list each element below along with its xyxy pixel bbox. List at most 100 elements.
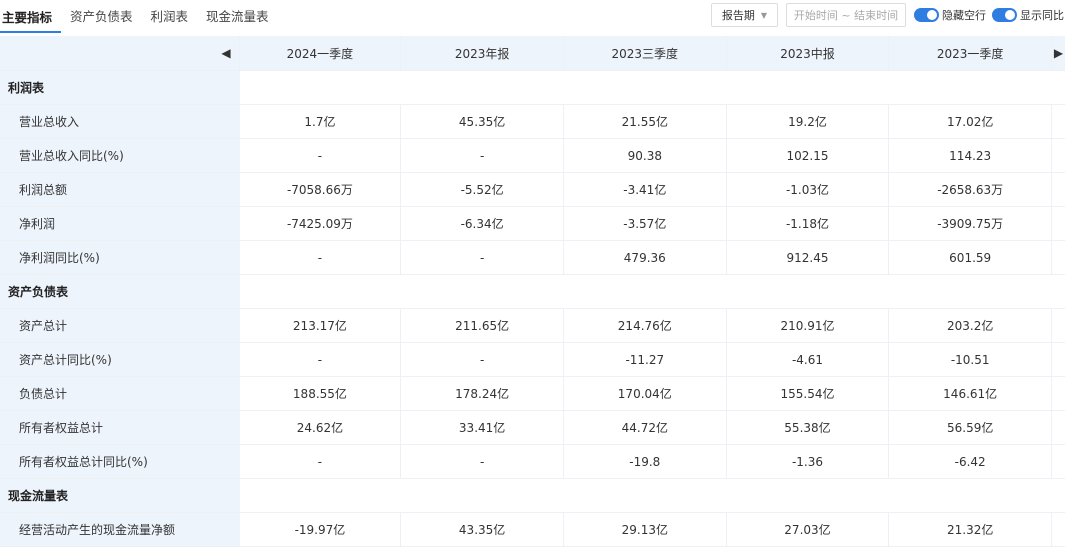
table-cell: 213.17亿 bbox=[240, 309, 402, 342]
period-dropdown-label: 报告期 bbox=[721, 9, 755, 22]
section-row: 资产负债表 bbox=[0, 275, 1065, 309]
table-cell: - bbox=[240, 139, 402, 172]
table-cell bbox=[240, 71, 402, 104]
row-label: 营业总收入 bbox=[0, 105, 240, 138]
show-yoy-label: 显示同比 bbox=[1020, 9, 1064, 22]
table-cell: 21.32亿 bbox=[889, 513, 1053, 546]
table-cell: 211.65亿 bbox=[401, 309, 564, 342]
table-cell: 21.55亿 bbox=[564, 105, 727, 138]
table-cell: 90.38 bbox=[564, 139, 727, 172]
table-header-row: ◀ 2024一季度 2023年报 2023三季度 2023中报 2023一季度 … bbox=[0, 36, 1065, 71]
table-cell: 1.7亿 bbox=[240, 105, 402, 138]
row-label: 所有者权益总计同比(%) bbox=[0, 445, 240, 478]
table-cell bbox=[401, 479, 564, 512]
table-cell-spacer bbox=[1052, 343, 1065, 376]
table-row: 营业总收入同比(%) - -90.38 102.15 114.23 bbox=[0, 139, 1065, 173]
table-cell: - bbox=[401, 241, 564, 274]
table-row: 利润总额 -7058.66万 -5.52亿 -3.41亿 -1.03亿 -2658.63万 bbox=[0, 173, 1065, 207]
period-dropdown[interactable]: 报告期 ▼ bbox=[710, 3, 778, 27]
tab-cash-flow[interactable]: 现金流量表 bbox=[206, 9, 269, 24]
table-cell: -5.52亿 bbox=[401, 173, 564, 206]
row-label: 净利润 bbox=[0, 207, 240, 240]
column-header: 2024一季度 bbox=[239, 36, 402, 70]
table-cell bbox=[564, 275, 727, 308]
table-cell: 912.45 bbox=[727, 241, 890, 274]
hide-empty-toggle[interactable]: 隐藏空行 bbox=[914, 7, 986, 23]
column-header: 2023三季度 bbox=[563, 36, 727, 70]
table-cell bbox=[889, 71, 1052, 104]
show-yoy-toggle[interactable]: 显示同比 bbox=[992, 7, 1064, 23]
table-cell: 56.59亿 bbox=[889, 411, 1053, 444]
table-cell: -10.51 bbox=[889, 343, 1053, 376]
table-cell-spacer bbox=[1052, 275, 1065, 308]
table-cell-spacer bbox=[1052, 173, 1065, 206]
caret-left-icon[interactable]: ◀ bbox=[0, 36, 240, 70]
caret-right-icon[interactable]: ▶ bbox=[1052, 36, 1065, 70]
tab-balance-sheet[interactable]: 资产负债表 bbox=[70, 9, 133, 24]
table-cell: - bbox=[401, 343, 564, 376]
table-cell-spacer bbox=[1052, 207, 1065, 240]
table-cell: -19.8 bbox=[564, 445, 727, 478]
table-row: 资产总计 213.17亿 211.65亿 214.76亿 210.91亿 203.2亿 bbox=[0, 309, 1065, 343]
table-cell: 601.59 bbox=[889, 241, 1053, 274]
table-row: 营业总收入 1.7亿 45.35亿 21.55亿 19.2亿 17.02亿 bbox=[0, 105, 1065, 139]
table-cell bbox=[564, 479, 727, 512]
tab-key-indicators[interactable]: 主要指标 bbox=[0, 1, 62, 33]
section-title: 利润表 bbox=[0, 71, 240, 104]
table-cell bbox=[889, 479, 1052, 512]
column-header: 2023中报 bbox=[726, 36, 890, 70]
table-cell: -7058.66万 bbox=[240, 173, 402, 206]
table-cell: 29.13亿 bbox=[564, 513, 727, 546]
hide-empty-label: 隐藏空行 bbox=[942, 9, 986, 22]
table-row: 资产总计同比(%) - - -11.27 -4.61 -10.51 bbox=[0, 343, 1065, 377]
table-cell: - bbox=[240, 343, 402, 376]
row-label: 利润总额 bbox=[0, 173, 240, 206]
table-cell: 45.35亿 bbox=[401, 105, 564, 138]
table-row: 所有者权益总计 24.62亿 33.41亿 44.72亿 55.38亿 56.59亿 bbox=[0, 411, 1065, 445]
table-cell: 210.91亿 bbox=[727, 309, 890, 342]
table-cell: 44.72亿 bbox=[564, 411, 727, 444]
table-cell: 170.04亿 bbox=[564, 377, 727, 410]
table-cell: -7425.09万 bbox=[240, 207, 402, 240]
table-cell bbox=[727, 275, 890, 308]
table-cell: -11.27 bbox=[564, 343, 727, 376]
table-row: 所有者权益总计同比(%) - - -19.8 -1.36 -6.42 bbox=[0, 445, 1065, 479]
table-cell: 203.2亿 bbox=[889, 309, 1053, 342]
table-cell: -1.18亿 bbox=[727, 207, 890, 240]
table-cell: 27.03亿 bbox=[727, 513, 890, 546]
section-row: 现金流量表 bbox=[0, 479, 1065, 513]
date-range-input[interactable]: 开始时间 ~ 结束时间 bbox=[786, 3, 906, 27]
table-cell: 479.36 bbox=[564, 241, 727, 274]
row-label: 资产总计同比(%) bbox=[0, 343, 240, 376]
table-cell: - bbox=[240, 445, 402, 478]
table-cell-spacer bbox=[1052, 309, 1065, 342]
table-cell: 188.55亿 bbox=[240, 377, 402, 410]
table-cell: - bbox=[240, 241, 402, 274]
table-cell: 214.76亿 bbox=[564, 309, 727, 342]
table-cell-spacer bbox=[1052, 105, 1065, 138]
table-cell: 33.41亿 bbox=[401, 411, 564, 444]
table-cell: 178.24亿 bbox=[401, 377, 564, 410]
table-cell-spacer bbox=[1052, 513, 1065, 546]
row-label: 负债总计 bbox=[0, 377, 240, 410]
table-cell: -2658.63万 bbox=[889, 173, 1053, 206]
table-cell-spacer bbox=[1052, 139, 1065, 172]
table-cell bbox=[889, 275, 1052, 308]
tab-income-statement[interactable]: 利润表 bbox=[150, 9, 189, 24]
table-cell: - bbox=[401, 139, 564, 172]
table-cell: 102.15 bbox=[727, 139, 890, 172]
tab-bar: 主要指标 资产负债表 利润表 现金流量表 bbox=[0, 0, 278, 34]
column-header: 2023年报 bbox=[401, 36, 564, 70]
table-cell: 19.2亿 bbox=[727, 105, 890, 138]
table-cell bbox=[727, 71, 890, 104]
column-header: 2023一季度 bbox=[889, 36, 1052, 70]
toggle-switch-icon bbox=[992, 8, 1017, 22]
top-bar: 主要指标 资产负债表 利润表 现金流量表 报告期 ▼ 开始时间 ~ 结束时间 隐… bbox=[0, 0, 1080, 36]
table-cell: 43.35亿 bbox=[401, 513, 564, 546]
table-cell: 114.23 bbox=[889, 139, 1053, 172]
table-cell-spacer bbox=[1052, 411, 1065, 444]
table-cell: -3.41亿 bbox=[564, 173, 727, 206]
table-cell-spacer bbox=[1052, 445, 1065, 478]
table-cell: - bbox=[401, 445, 564, 478]
table-cell bbox=[240, 479, 402, 512]
